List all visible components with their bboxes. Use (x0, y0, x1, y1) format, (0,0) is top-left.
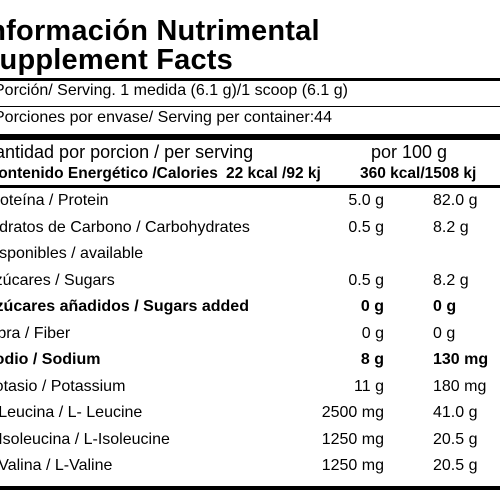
nutrient-per-100g: 82.0 g (433, 192, 478, 209)
per-100g-label: por 100 g (371, 142, 448, 162)
nutrient-name: L-Isoleucina / L-Isoleucine (0, 430, 170, 448)
nutrient-per-100g: 20.5 g (433, 430, 478, 448)
nutrient-per-100g: 20.5 g (433, 457, 478, 474)
nutrient-row: Proteína / Protein 5.0 g 82.0 g (0, 188, 500, 214)
nutrient-per-serving: 0.5 g (348, 218, 384, 236)
energy-per-serving: 22 kcal /92 kj (226, 165, 321, 182)
title-spanish: Información Nutrimental (0, 15, 320, 47)
energy-label: Contenido Energético /Calories (0, 165, 218, 182)
serving-divider (0, 106, 500, 107)
nutrient-row: Fibra / Fiber 0 g 0 g (0, 321, 500, 347)
nutrient-row: Potasio / Potassium 11 g 180 mg (0, 374, 500, 400)
nutrient-row: L-Leucina / L- Leucine 2500 mg 41.0 g (0, 400, 500, 426)
nutrient-per-serving: 0.5 g (348, 271, 384, 289)
nutrient-per-100g: 130 mg (433, 351, 489, 368)
energy-per-100g: 360 kcal/1508 kj (360, 165, 477, 182)
nutrient-row: L-Valina / L-Valine 1250 mg 20.5 g (0, 453, 500, 479)
nutrient-per-serving: 0 g (360, 298, 384, 315)
servings-per-container: Porciones por envase/ Serving per contai… (0, 109, 332, 126)
nutrient-name: L-Leucina / L- Leucine (0, 404, 143, 421)
nutrient-per-100g: 0 g (433, 324, 456, 342)
header-divider (0, 134, 500, 140)
nutrient-row: Disponibles / available (0, 241, 500, 267)
nutrient-per-100g: 0 g (433, 298, 457, 315)
nutrient-row: L-Isoleucina / L-Isoleucine 1250 mg 20.5 g (0, 427, 500, 453)
nutrient-name: Fibra / Fiber (0, 324, 71, 342)
nutrient-row: Sodio / Sodium 8 g 130 mg (0, 347, 500, 373)
nutrient-name: Potasio / Potassium (0, 377, 126, 395)
nutrient-row: Azúcares / Sugars 0.5 g 8.2 g (0, 268, 500, 294)
nutrient-name: L-Valina / L-Valine (0, 457, 113, 474)
nutrient-name: Hidratos de Carbono / Carbohydrates (0, 218, 250, 236)
energy-divider (0, 185, 500, 188)
serving-size: Porción/ Serving. 1 medida (6.1 g)/1 sco… (0, 82, 348, 99)
nutrient-per-serving: 8 g (360, 351, 384, 368)
amount-per-serving-label: Cantidad por porcion / per serving (0, 142, 254, 162)
nutrient-name: Sodio / Sodium (0, 351, 101, 368)
title-divider (0, 78, 500, 81)
nutrient-per-serving: 2500 mg (321, 404, 384, 421)
nutrient-per-100g: 8.2 g (433, 271, 469, 289)
title-english: Supplement Facts (0, 44, 233, 76)
nutrient-row: Hidratos de Carbono / Carbohydrates 0.5 g… (0, 215, 500, 241)
nutrient-per-serving: 11 g (354, 377, 384, 395)
nutrient-row: Azúcares añadidos / Sugars added 0 g 0 g (0, 294, 500, 320)
nutrient-per-serving: 5.0 g (348, 192, 384, 209)
bottom-divider (0, 486, 500, 490)
nutrient-name: Azúcares añadidos / Sugars added (0, 298, 249, 315)
nutrient-name: Azúcares / Sugars (0, 271, 115, 289)
nutrient-per-serving: 0 g (361, 324, 384, 342)
nutrient-per-100g: 8.2 g (433, 218, 469, 236)
nutrient-per-serving: 1250 mg (321, 457, 384, 474)
nutrient-name: Disponibles / available (0, 245, 144, 262)
nutrient-per-serving: 1250 mg (321, 430, 384, 448)
nutrient-per-100g: 41.0 g (433, 404, 478, 421)
nutrient-name: Proteína / Protein (0, 192, 109, 209)
nutrient-per-100g: 180 mg (433, 377, 487, 395)
